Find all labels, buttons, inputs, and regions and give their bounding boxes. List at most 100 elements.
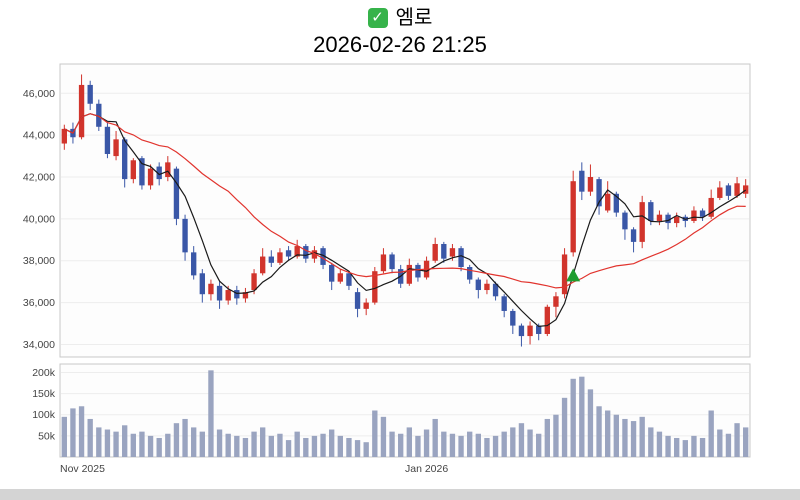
- candle-up: [527, 325, 533, 337]
- candle-down: [234, 290, 240, 299]
- candle-down: [389, 254, 395, 270]
- volume-bar: [743, 427, 749, 457]
- volume-bar: [492, 435, 499, 457]
- volume-bar: [199, 431, 205, 457]
- price-axis-label: 36,000: [23, 297, 55, 309]
- candle-down: [199, 273, 205, 295]
- volume-bar: [691, 435, 697, 457]
- volume-bar: [268, 435, 274, 457]
- candle-down: [536, 325, 542, 334]
- candle-up: [432, 243, 438, 261]
- candle-up: [260, 256, 266, 274]
- candle-down: [329, 264, 335, 282]
- candle-up: [717, 187, 723, 198]
- volume-bar: [389, 431, 395, 457]
- candle-down: [458, 248, 464, 268]
- candle-up: [587, 177, 594, 192]
- x-axis-label: Nov 2025: [60, 463, 105, 475]
- volume-bar: [122, 425, 128, 457]
- volume-bar: [173, 423, 180, 457]
- volume-bar: [234, 435, 240, 457]
- price-axis-label: 34,000: [23, 339, 55, 351]
- price-axis-label: 42,000: [23, 172, 55, 184]
- volume-bar: [303, 437, 309, 457]
- price-axis-label: 40,000: [23, 213, 55, 225]
- candle-up: [553, 296, 559, 307]
- candle-down: [622, 212, 628, 230]
- candle-up: [544, 306, 550, 334]
- candle-up: [561, 254, 568, 295]
- candle-down: [182, 218, 188, 253]
- volume-bar: [536, 433, 542, 457]
- candle-up: [708, 197, 714, 217]
- candle-down: [303, 246, 309, 259]
- candle-up: [734, 183, 740, 196]
- volume-bar: [622, 418, 628, 457]
- volume-bar: [320, 433, 326, 457]
- volume-axis-label: 50k: [38, 430, 56, 442]
- volume-bar: [544, 418, 550, 457]
- volume-bar: [630, 421, 637, 457]
- candle-down: [96, 103, 102, 127]
- candle-up: [251, 273, 257, 291]
- candle-up: [147, 168, 154, 186]
- candle-down: [501, 296, 507, 311]
- volume-bar: [449, 433, 456, 457]
- volume-bar: [165, 433, 171, 457]
- volume-bar: [725, 433, 732, 457]
- volume-panel: [59, 363, 751, 458]
- volume-bar: [518, 423, 525, 457]
- volume-bar: [329, 429, 335, 457]
- volume-bar: [665, 435, 671, 457]
- volume-bar: [570, 378, 576, 457]
- title-line: ✓ 엠로: [0, 6, 800, 30]
- volume-bar: [734, 423, 740, 457]
- price-axis-label: 46,000: [23, 88, 55, 100]
- candle-up: [691, 210, 697, 221]
- volume-bar: [147, 435, 154, 457]
- volume-bar: [61, 416, 67, 457]
- candle-down: [648, 202, 654, 221]
- stock-title: 엠로: [395, 7, 433, 29]
- candle-down: [518, 325, 525, 337]
- volume-bar: [104, 429, 111, 457]
- candle-up: [225, 290, 231, 301]
- candle-up: [605, 193, 611, 211]
- volume-bar: [682, 440, 688, 457]
- volume-bar: [70, 408, 76, 457]
- volume-bar: [78, 406, 85, 457]
- volume-bar: [156, 437, 162, 457]
- candle-down: [122, 139, 128, 180]
- candle-down: [630, 229, 637, 242]
- volume-axis-label: 100k: [32, 409, 56, 421]
- candle-down: [699, 210, 706, 217]
- candle-down: [415, 264, 421, 278]
- candle-up: [639, 202, 645, 242]
- candle-down: [216, 285, 223, 301]
- volume-bar: [656, 431, 663, 457]
- stock-chart-svg: 46,000 44,000 42,000 40,000 38,000 36,000 34,0…: [23, 63, 751, 475]
- volume-bar: [605, 410, 611, 457]
- checked-checkbox-icon: ✓: [367, 8, 388, 28]
- volume-bar: [484, 437, 490, 457]
- candle-down: [173, 168, 180, 219]
- candle-down: [475, 279, 481, 291]
- candle-up: [484, 283, 490, 291]
- candle-down: [320, 248, 326, 265]
- volume-bar: [561, 397, 568, 457]
- volume-bar: [415, 435, 421, 457]
- volume-bar: [113, 431, 119, 457]
- candle-up: [61, 128, 67, 144]
- price-axis-label: 44,000: [23, 130, 55, 142]
- volume-bar: [587, 389, 594, 457]
- volume-axis-label: 200k: [32, 367, 56, 379]
- volume-bar: [346, 437, 352, 457]
- bottom-divider: [0, 489, 800, 500]
- candle-up: [372, 271, 378, 303]
- volume-bar: [311, 435, 318, 457]
- candle-up: [449, 248, 456, 257]
- volume-bar: [432, 418, 438, 457]
- candle-up: [743, 185, 749, 194]
- candle-down: [579, 170, 585, 192]
- chart-header: ✓ 엠로 2026-02-26 21:25: [0, 0, 800, 58]
